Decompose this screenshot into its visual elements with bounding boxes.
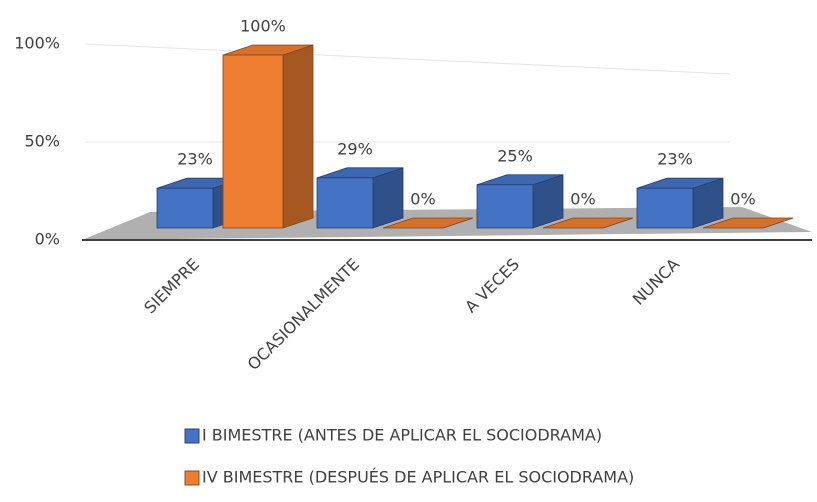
data-label: 23% — [177, 150, 213, 169]
bar — [316, 167, 404, 229]
bar-front — [636, 187, 694, 229]
y-tick-label: 50% — [24, 132, 60, 151]
bar-front — [156, 187, 214, 229]
bar — [382, 217, 474, 229]
bar-top — [702, 217, 794, 229]
bar — [542, 217, 634, 229]
data-label: 0% — [730, 190, 755, 209]
grid-line — [84, 43, 731, 75]
y-tick-label: 0% — [35, 230, 60, 249]
bar-front — [222, 54, 284, 229]
legend-swatch — [184, 470, 200, 486]
bar — [702, 217, 794, 229]
data-label: 0% — [410, 190, 435, 209]
data-label: 25% — [497, 146, 533, 165]
bar-front — [476, 184, 534, 229]
bar — [636, 177, 724, 229]
y-tick-label: 100% — [14, 34, 60, 53]
data-label: 100% — [240, 17, 286, 36]
bar-front — [316, 177, 374, 229]
bar-side — [282, 44, 314, 229]
bar-top — [382, 217, 474, 229]
bar-side — [372, 167, 404, 229]
data-label: 0% — [570, 190, 595, 209]
data-label: 23% — [657, 150, 693, 169]
legend-swatch — [184, 428, 200, 444]
bar — [222, 44, 314, 229]
legend-label: I BIMESTRE (ANTES DE APLICAR EL SOCIODRA… — [202, 426, 602, 445]
legend-label: IV BIMESTRE (DESPUÉS DE APLICAR EL SOCIO… — [202, 468, 634, 487]
bar-top — [542, 217, 634, 229]
data-label: 29% — [337, 139, 373, 158]
bar — [476, 174, 564, 229]
